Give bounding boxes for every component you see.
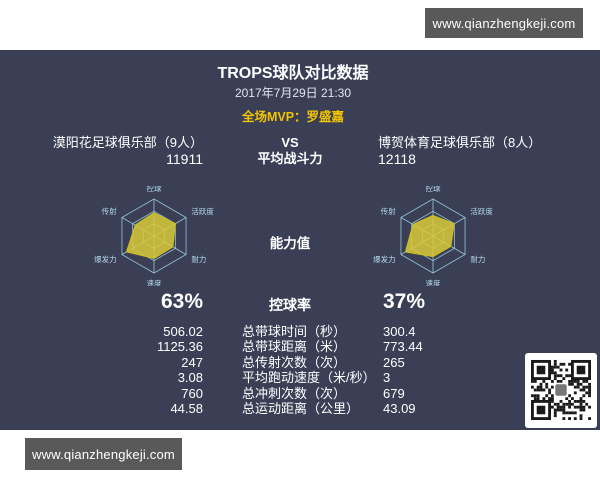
- stat-away-value: 43.09: [383, 401, 416, 416]
- ability-label: 能力值: [269, 236, 311, 251]
- home-possession-pct: 63%: [160, 290, 203, 313]
- comparison-panel: TROPS球队对比数据 2017年7月29日 21:30 全场MVP：罗盛嘉 漠…: [0, 50, 600, 430]
- svg-text:控球: 控球: [426, 186, 441, 193]
- away-team-name: 博贺体育足球俱乐部（8人）: [378, 135, 542, 150]
- svg-text:传射: 传射: [102, 206, 117, 216]
- home-team-block: 漠阳花足球俱乐部（9人） 11911: [20, 135, 203, 167]
- table-row: 44.58 总运动距离（公里） 43.09: [0, 401, 600, 416]
- mvp-label: 全场MVP：罗盛嘉: [241, 110, 345, 124]
- stat-home-value: 247: [181, 355, 203, 370]
- svg-text:爆发力: 爆发力: [94, 254, 117, 264]
- stat-away-value: 679: [383, 386, 405, 401]
- stat-label: 总运动距离（公里）: [242, 401, 360, 416]
- table-row: 3.08 平均跑动速度（米/秒） 3: [0, 370, 600, 385]
- stat-home-value: 760: [181, 386, 203, 401]
- avg-power-label: 平均战斗力: [257, 151, 323, 166]
- svg-text:耐力: 耐力: [191, 254, 206, 264]
- home-team-power: 11911: [166, 151, 203, 167]
- away-team-block: 博贺体育足球俱乐部（8人） 12118: [378, 135, 583, 167]
- stat-label: 总带球距离（米）: [242, 339, 347, 354]
- stat-label: 总带球时间（秒）: [242, 324, 347, 339]
- table-row: 506.02 总带球时间（秒） 300.4: [0, 324, 600, 339]
- watermark-bottom: www.qianzhengkeji.com: [25, 438, 182, 470]
- stat-label: 总冲刺次数（次）: [242, 386, 347, 401]
- home-team-name: 漠阳花足球俱乐部（9人）: [52, 135, 203, 150]
- stat-home-value: 44.58: [170, 401, 203, 416]
- stat-label: 总传射次数（次）: [242, 355, 347, 370]
- stat-home-value: 1125.36: [156, 339, 203, 354]
- svg-text:活跃度: 活跃度: [470, 206, 493, 216]
- away-team-power: 12118: [378, 151, 416, 167]
- vs-label: VS: [281, 135, 299, 150]
- svg-text:传射: 传射: [381, 206, 396, 216]
- stat-label: 平均跑动速度（米/秒）: [242, 370, 376, 385]
- svg-text:爆发力: 爆发力: [373, 254, 396, 264]
- svg-text:速度: 速度: [147, 278, 162, 286]
- svg-text:耐力: 耐力: [470, 254, 485, 264]
- match-datetime: 2017年7月29日 21:30: [234, 86, 352, 100]
- stat-away-value: 265: [383, 355, 405, 370]
- table-row: 1125.36 总带球距离（米） 773.44: [0, 339, 600, 354]
- away-possession-pct: 37%: [383, 290, 426, 313]
- stat-away-value: 3: [383, 370, 391, 385]
- watermark-top: www.qianzhengkeji.com: [425, 8, 583, 38]
- qr-code: [525, 353, 597, 428]
- stat-away-value: 300.4: [383, 324, 416, 339]
- qr-code-icon: [531, 360, 591, 420]
- svg-text:速度: 速度: [426, 278, 441, 286]
- table-row: 247 总传射次数（次） 265: [0, 355, 600, 370]
- stat-home-value: 506.02: [163, 324, 203, 339]
- possession-label: 控球率: [269, 297, 311, 313]
- page-title: TROPS球队对比数据: [217, 65, 369, 82]
- watermark-top-text: www.qianzhengkeji.com: [432, 15, 576, 31]
- svg-text:活跃度: 活跃度: [191, 206, 214, 216]
- stat-home-value: 3.08: [177, 370, 203, 385]
- table-row: 760 总冲刺次数（次） 679: [0, 386, 600, 401]
- watermark-bottom-text: www.qianzhengkeji.com: [32, 446, 175, 462]
- stat-away-value: 773.44: [383, 339, 423, 354]
- vs-block: VS 平均战斗力: [230, 135, 350, 167]
- svg-text:控球: 控球: [147, 186, 162, 193]
